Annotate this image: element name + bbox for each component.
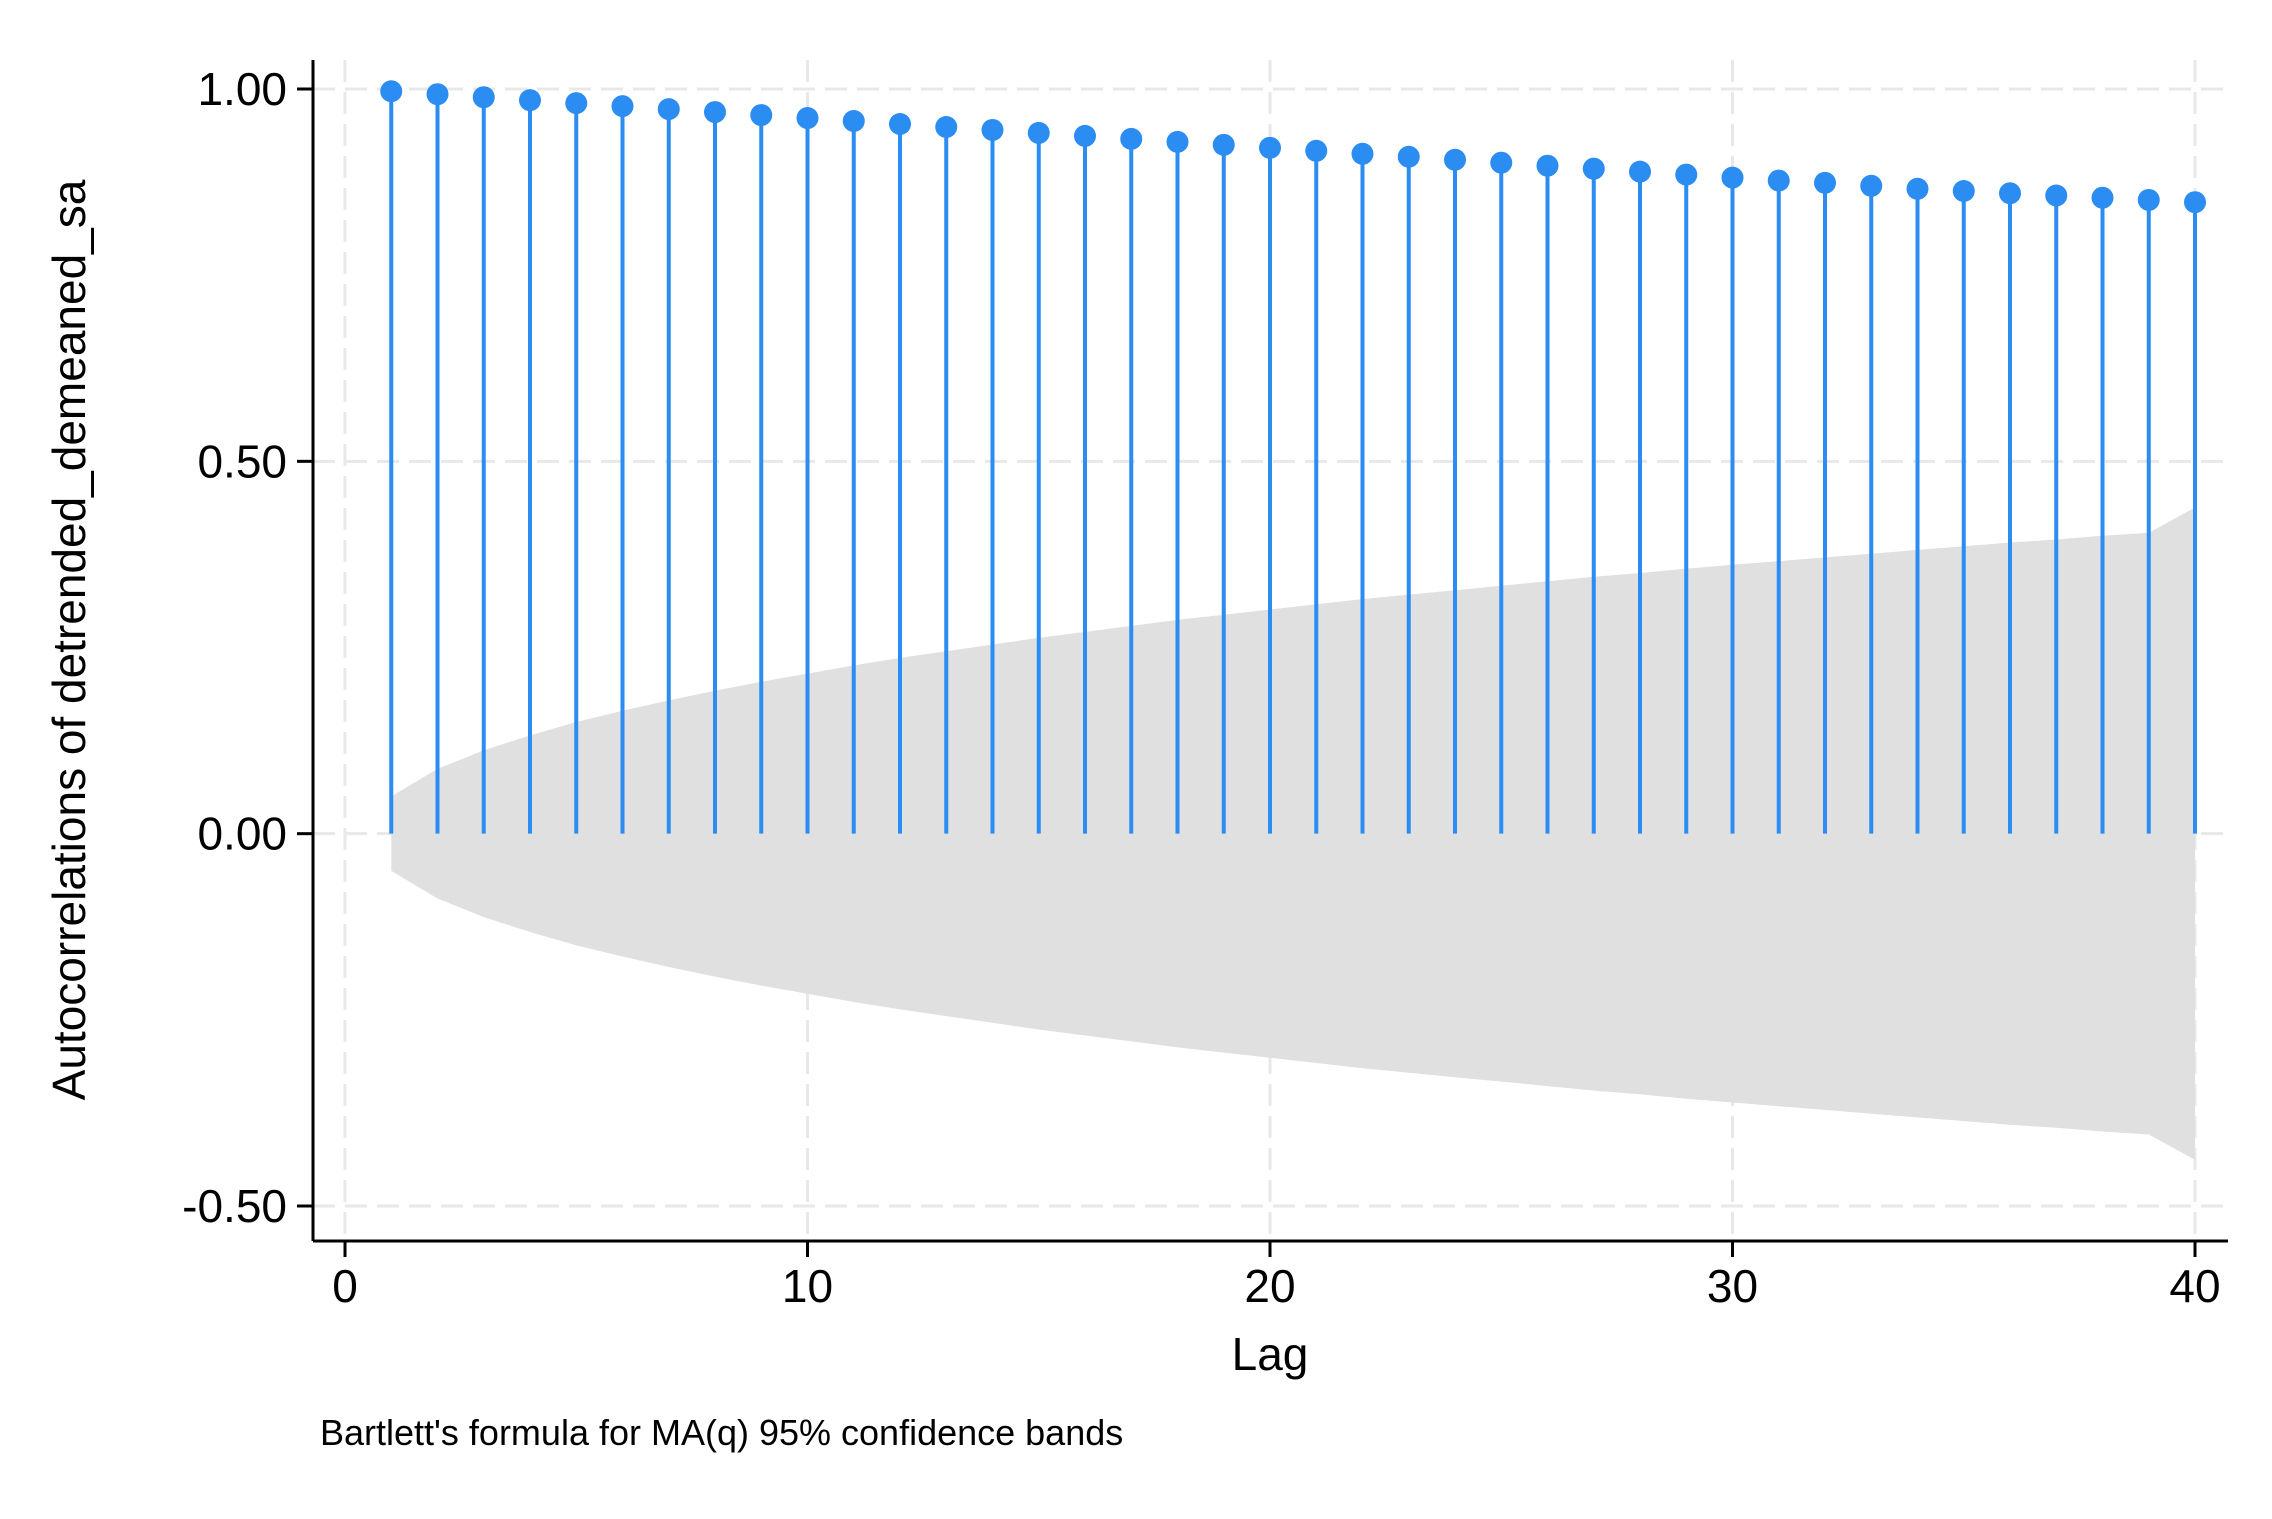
x-tick-label: 10: [782, 1260, 833, 1312]
acf-point-34: [1906, 177, 1929, 200]
confidence-band-layer: [391, 507, 2195, 1160]
acf-point-26: [1536, 154, 1559, 177]
chart-note: Bartlett's formula for MA(q) 95% confide…: [320, 1412, 1123, 1453]
acf-point-27: [1582, 157, 1605, 180]
confidence-band: [391, 507, 2195, 1160]
acf-point-11: [842, 110, 865, 133]
acf-point-30: [1721, 166, 1744, 189]
y-tick-label: 1.00: [197, 63, 287, 115]
acf-point-37: [2045, 184, 2068, 207]
y-axis-label: Autocorrelations of detrended_demeaned_s…: [43, 179, 95, 1100]
acf-point-16: [1074, 124, 1096, 147]
acf-point-18: [1166, 130, 1189, 153]
x-axis-label: Lag: [1232, 1328, 1309, 1380]
acf-point-8: [704, 101, 726, 124]
acf-point-10: [796, 107, 819, 130]
acf-point-23: [1397, 145, 1420, 168]
acf-point-35: [1952, 180, 1975, 203]
acf-point-20: [1259, 136, 1281, 159]
acf-point-28: [1629, 160, 1651, 183]
acf-point-3: [472, 86, 495, 109]
x-tick-label: 40: [2169, 1260, 2220, 1312]
acf-point-24: [1444, 148, 1466, 171]
stem-layer: [380, 80, 2206, 834]
acf-point-12: [889, 112, 911, 135]
acf-point-17: [1120, 127, 1143, 150]
acf-point-7: [657, 98, 680, 121]
acf-point-31: [1767, 169, 1790, 192]
acf-point-19: [1212, 133, 1235, 156]
acf-point-21: [1305, 139, 1328, 162]
axis-layer: -0.50 0.00 0.50 1.00 0 10 20 30 40: [182, 60, 2228, 1312]
acf-point-4: [519, 89, 541, 112]
acf-point-22: [1351, 142, 1374, 165]
acf-point-9: [750, 104, 773, 127]
x-tick-label: 30: [1707, 1260, 1758, 1312]
acf-point-33: [1860, 174, 1883, 197]
acf-point-14: [981, 118, 1004, 141]
acf-point-6: [611, 95, 634, 118]
y-tick-label: 0.50: [197, 435, 287, 487]
acf-point-36: [1999, 182, 2021, 205]
y-tick-label: 0.00: [197, 808, 287, 860]
acf-point-15: [1027, 121, 1050, 144]
acf-point-2: [426, 83, 449, 106]
x-tick-label: 20: [1244, 1260, 1295, 1312]
acf-point-13: [935, 115, 958, 138]
acf-point-29: [1675, 163, 1698, 186]
acf-point-5: [565, 92, 588, 115]
acf-point-32: [1814, 171, 1836, 194]
acf-point-25: [1490, 151, 1513, 174]
acf-point-38: [2091, 186, 2114, 209]
acf-point-1: [380, 80, 403, 103]
acf-point-40: [2184, 191, 2206, 214]
x-tick-label: 0: [332, 1260, 358, 1312]
y-tick-label: -0.50: [182, 1180, 287, 1232]
acf-point-39: [2137, 188, 2160, 211]
